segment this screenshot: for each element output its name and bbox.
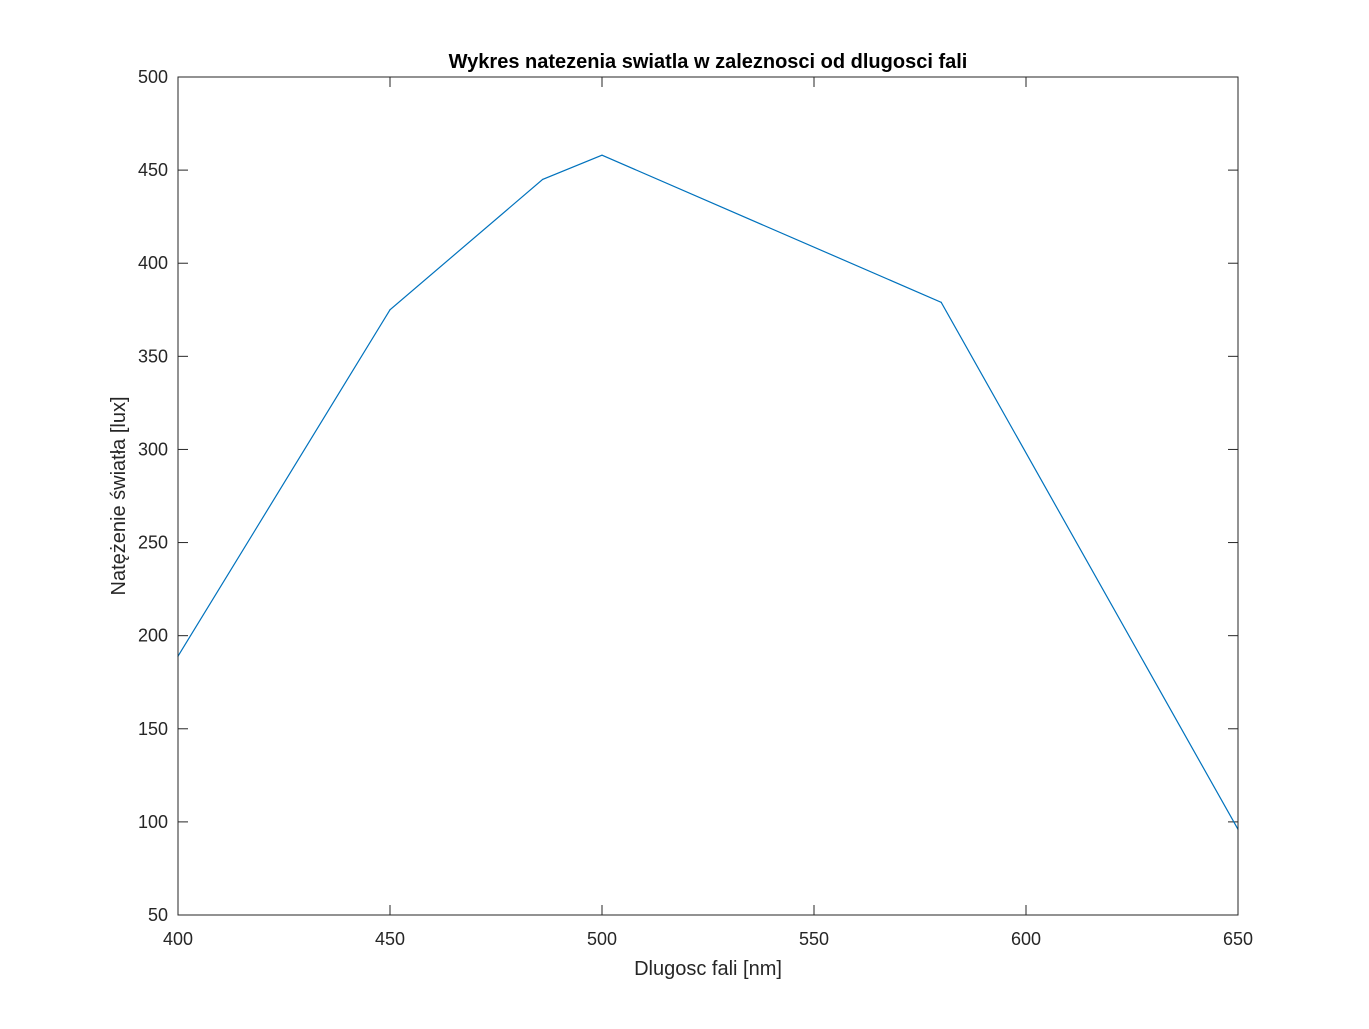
x-tick-label: 600: [1011, 929, 1041, 949]
y-tick-labels: 50 100 150 200 250 300 350 400 450 500: [138, 67, 168, 925]
y-tick-label: 500: [138, 67, 168, 87]
x-tick-label: 400: [163, 929, 193, 949]
y-tick-label: 300: [138, 439, 168, 459]
x-tick-label: 450: [375, 929, 405, 949]
y-axis-label: Natężenie światła [lux]: [108, 397, 130, 596]
y-tick-label: 100: [138, 812, 168, 832]
data-point: [940, 301, 942, 303]
y-tick-label: 400: [138, 253, 168, 273]
x-axis-label: Dlugosc fali [nm]: [634, 958, 782, 980]
plot-area: [178, 77, 1238, 915]
data-point: [601, 154, 603, 156]
x-tick-label: 550: [799, 929, 829, 949]
x-tick-labels: 400 450 500 550 600 650: [163, 929, 1253, 949]
plot-frame: [177, 76, 1239, 916]
y-tick-label: 200: [138, 626, 168, 646]
y-tick-label: 150: [138, 719, 168, 739]
data-point: [389, 309, 391, 311]
data-point: [542, 178, 544, 181]
x-tick-label: 650: [1223, 929, 1253, 949]
y-tick-label: 250: [138, 533, 168, 553]
series-line: [177, 154, 1239, 830]
y-tick-label: 450: [138, 160, 168, 180]
x-tick-label: 500: [587, 929, 617, 949]
chart-title: Wykres natezenia swiatla w zaleznosci od…: [449, 51, 968, 73]
y-tick-label: 350: [138, 346, 168, 366]
y-tick-label: 50: [148, 905, 168, 925]
